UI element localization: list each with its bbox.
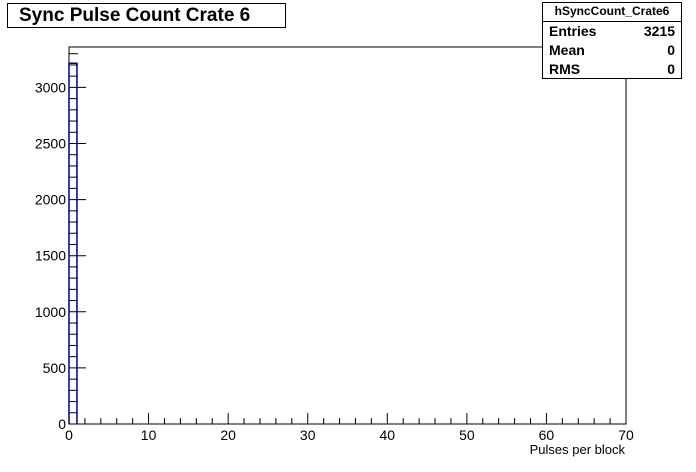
x-axis-label: Pulses per block <box>529 442 625 457</box>
histogram-bars <box>68 62 78 424</box>
chart-title: Sync Pulse Count Crate 6 <box>7 3 286 28</box>
x-tick-label: 20 <box>220 427 236 443</box>
chart-title-text: Sync Pulse Count Crate 6 <box>19 4 251 26</box>
stats-box: hSyncCount_Crate6 Entries 3215 Mean 0 RM… <box>542 2 682 79</box>
y-tick-label: 2000 <box>35 192 66 208</box>
stats-row-mean: Mean 0 <box>543 41 681 60</box>
y-tick-label: 500 <box>43 360 67 376</box>
histogram-bin <box>68 62 78 424</box>
axis-ticks <box>68 53 627 425</box>
stats-value: 0 <box>667 42 675 58</box>
x-tick-label: 40 <box>379 427 395 443</box>
x-tick-label: 30 <box>300 427 316 443</box>
x-tick-label: 60 <box>539 427 555 443</box>
plot-frame <box>68 46 627 425</box>
stats-label: RMS <box>549 61 581 77</box>
x-tick-label: 0 <box>65 427 73 443</box>
stats-label: Mean <box>549 42 585 58</box>
stats-histogram-name: hSyncCount_Crate6 <box>543 3 681 22</box>
y-tick-label: 0 <box>58 416 66 432</box>
stats-row-rms: RMS 0 <box>543 60 681 79</box>
stats-value: 0 <box>667 61 675 77</box>
stats-value: 3215 <box>643 23 675 39</box>
y-tick-label: 1000 <box>35 304 66 320</box>
stats-row-entries: Entries 3215 <box>543 22 681 41</box>
x-tick-label: 10 <box>141 427 157 443</box>
tick-labels: 0 10 20 30 40 50 60 70 0 500 1000 1500 2000 2500 3000 <box>35 79 634 443</box>
x-tick-label: 70 <box>618 427 634 443</box>
x-tick-label: 50 <box>459 427 475 443</box>
y-tick-label: 1500 <box>35 248 66 264</box>
y-tick-label: 2500 <box>35 135 66 151</box>
y-tick-label: 3000 <box>35 79 66 95</box>
stats-label: Entries <box>549 23 597 39</box>
